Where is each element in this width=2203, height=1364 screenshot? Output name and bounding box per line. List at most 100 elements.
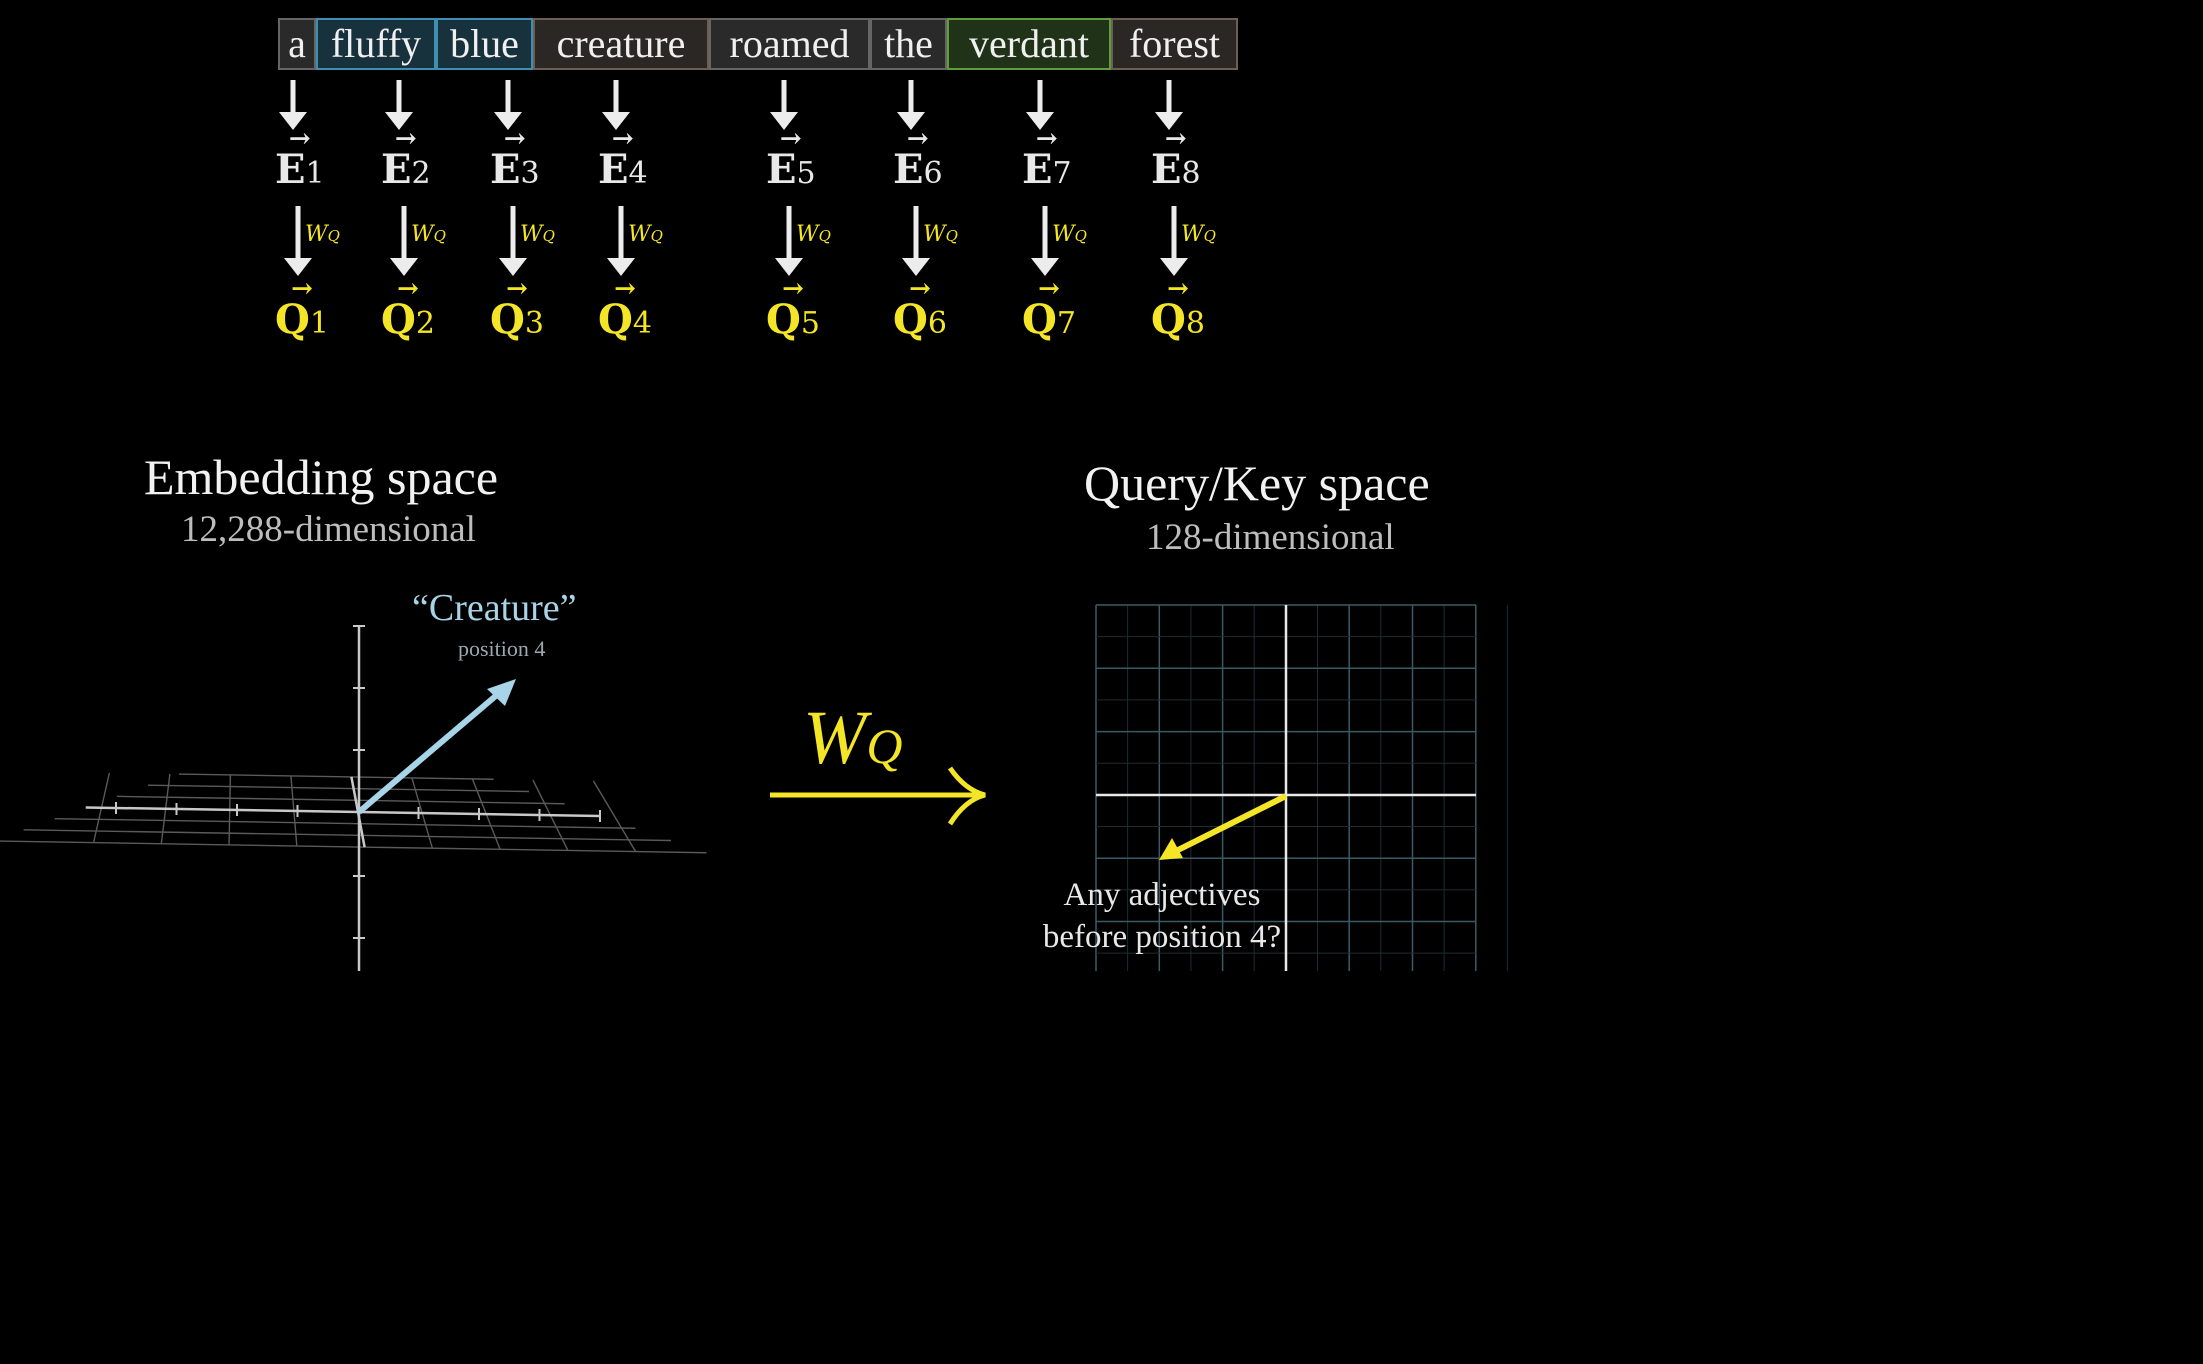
embedding-grid-line: [23, 829, 671, 842]
vector-arrow-icon: →: [291, 274, 313, 304]
vector-arrow-icon: →: [397, 274, 419, 304]
wq-small-letter: W: [1181, 222, 1204, 247]
vector-letter: Q: [1022, 296, 1057, 343]
vector-index: 4: [628, 156, 648, 191]
queries-vector-5: → Q5: [766, 274, 820, 343]
query-vector-label: Any adjectives before position 4?: [1022, 874, 1302, 958]
wq-small-letter: W: [305, 222, 328, 247]
token-to-embedding-arrow-5: [770, 80, 798, 130]
embedding-to-query-arrow-2-head: [390, 258, 418, 276]
wq-small-subscript: Q: [433, 227, 446, 245]
query-space-subtitle: 128-dimensional: [1146, 517, 1395, 558]
creature-position-label: position 4: [458, 636, 546, 661]
vector-index: 2: [411, 156, 431, 191]
embeddings-vector-1: → E1: [275, 124, 325, 193]
vector-index: 5: [800, 306, 820, 341]
vector-arrow-icon: →: [288, 124, 311, 154]
queries-vector-8: → Q8: [1151, 274, 1205, 343]
token-8: forest: [1111, 18, 1238, 70]
wq-small-letter: W: [411, 222, 434, 247]
vector-index: 5: [796, 156, 816, 191]
embedding-to-query-arrow-4-head: [607, 258, 635, 276]
vector-index: 1: [305, 156, 325, 191]
vector-index: 8: [1181, 156, 1201, 191]
vector-index: 4: [632, 306, 652, 341]
wq-small-label-5: WQ: [796, 222, 831, 247]
wq-small-label-4: WQ: [628, 222, 663, 247]
embedding-space-title: Embedding space: [144, 449, 499, 505]
queries-vector-7: → Q7: [1022, 274, 1076, 343]
embeddings-vector-5: → E5: [766, 124, 816, 193]
embeddings-vector-3: → E3: [490, 124, 540, 193]
query-label-line2: before position 4?: [1042, 919, 1282, 955]
token-to-embedding-arrow-8-head: [1155, 112, 1183, 130]
queries-vector-4: → Q4: [598, 274, 652, 343]
vector-letter: E: [1022, 146, 1053, 193]
token-to-embedding-arrow-7: [1026, 80, 1054, 130]
vector-index: 7: [1056, 306, 1076, 341]
transform-arrow-head: [947, 766, 986, 826]
token-to-embedding-arrow-4-head: [602, 112, 630, 130]
vector-arrow-icon: →: [1038, 274, 1060, 304]
embedding-to-query-arrow-2: [390, 206, 418, 276]
wq-small-subscript: Q: [945, 227, 958, 245]
creature-vector-shaft: [357, 691, 500, 815]
creature-vector-label: “Creature”: [412, 587, 577, 629]
embedding-to-query-arrow-6-head: [902, 258, 930, 276]
embedding-to-query-arrow-5: [775, 206, 803, 276]
embedding-to-query-arrow-6: [902, 206, 930, 276]
wq-small-subscript: Q: [327, 227, 340, 245]
wq-small-subscript: Q: [818, 227, 831, 245]
embedding-grid-line: [0, 840, 707, 854]
vector-letter: Q: [893, 296, 928, 343]
embeddings-vector-4: → E4: [598, 124, 648, 193]
token-6: the: [870, 18, 947, 70]
vector-letter: Q: [598, 296, 633, 343]
vector-letter: Q: [766, 296, 801, 343]
token-to-embedding-arrow-7-head: [1026, 112, 1054, 130]
vector-letter: Q: [490, 296, 525, 343]
wq-small-label-1: WQ: [305, 222, 340, 247]
wq-small-label-8: WQ: [1181, 222, 1216, 247]
vector-arrow-icon: →: [782, 274, 804, 304]
vector-letter: Q: [381, 296, 416, 343]
token-to-embedding-arrow-6: [897, 80, 925, 130]
embeddings-vector-2: → E2: [381, 124, 431, 193]
embedding-grid-line: [592, 780, 637, 852]
query-space-title: Query/Key space: [1084, 455, 1430, 511]
vector-arrow-icon: →: [1035, 124, 1058, 154]
vector-letter: E: [598, 146, 629, 193]
vector-letter: E: [275, 146, 306, 193]
wq-small-subscript: Q: [650, 227, 663, 245]
vector-arrow-icon: →: [906, 124, 929, 154]
token-7: verdant: [947, 18, 1111, 70]
vector-letter: E: [766, 146, 797, 193]
token-to-embedding-arrow-2-head: [385, 112, 413, 130]
wq-small-label-6: WQ: [923, 222, 958, 247]
token-2: fluffy: [316, 18, 436, 70]
wq-small-subscript: Q: [542, 227, 555, 245]
wq-small-letter: W: [1052, 222, 1075, 247]
vector-index: 3: [524, 306, 544, 341]
embedding-to-query-arrow-3-head: [499, 258, 527, 276]
wq-small-subscript: Q: [1203, 227, 1216, 245]
query-vector-head: [1159, 838, 1183, 860]
token-5: roamed: [709, 18, 870, 70]
wq-small-label-3: WQ: [520, 222, 555, 247]
query-label-line1: Any adjectives: [1063, 877, 1261, 913]
query-vector-shaft: [1176, 793, 1288, 853]
vector-letter: E: [381, 146, 412, 193]
token-to-embedding-arrow-1: [279, 80, 307, 130]
embedding-to-query-arrow-7: [1031, 206, 1059, 276]
queries-vector-1: → Q1: [275, 274, 329, 343]
vector-arrow-icon: →: [909, 274, 931, 304]
wq-small-letter: W: [923, 222, 946, 247]
embeddings-vector-8: → E8: [1151, 124, 1201, 193]
wq-small-label-2: WQ: [411, 222, 446, 247]
token-to-embedding-arrow-4: [602, 80, 630, 130]
token-4: creature: [533, 18, 709, 70]
vector-arrow-icon: →: [611, 124, 634, 154]
embedding-to-query-arrow-3: [499, 206, 527, 276]
embedding-to-query-arrow-1: [284, 206, 312, 276]
vector-letter: E: [1151, 146, 1182, 193]
